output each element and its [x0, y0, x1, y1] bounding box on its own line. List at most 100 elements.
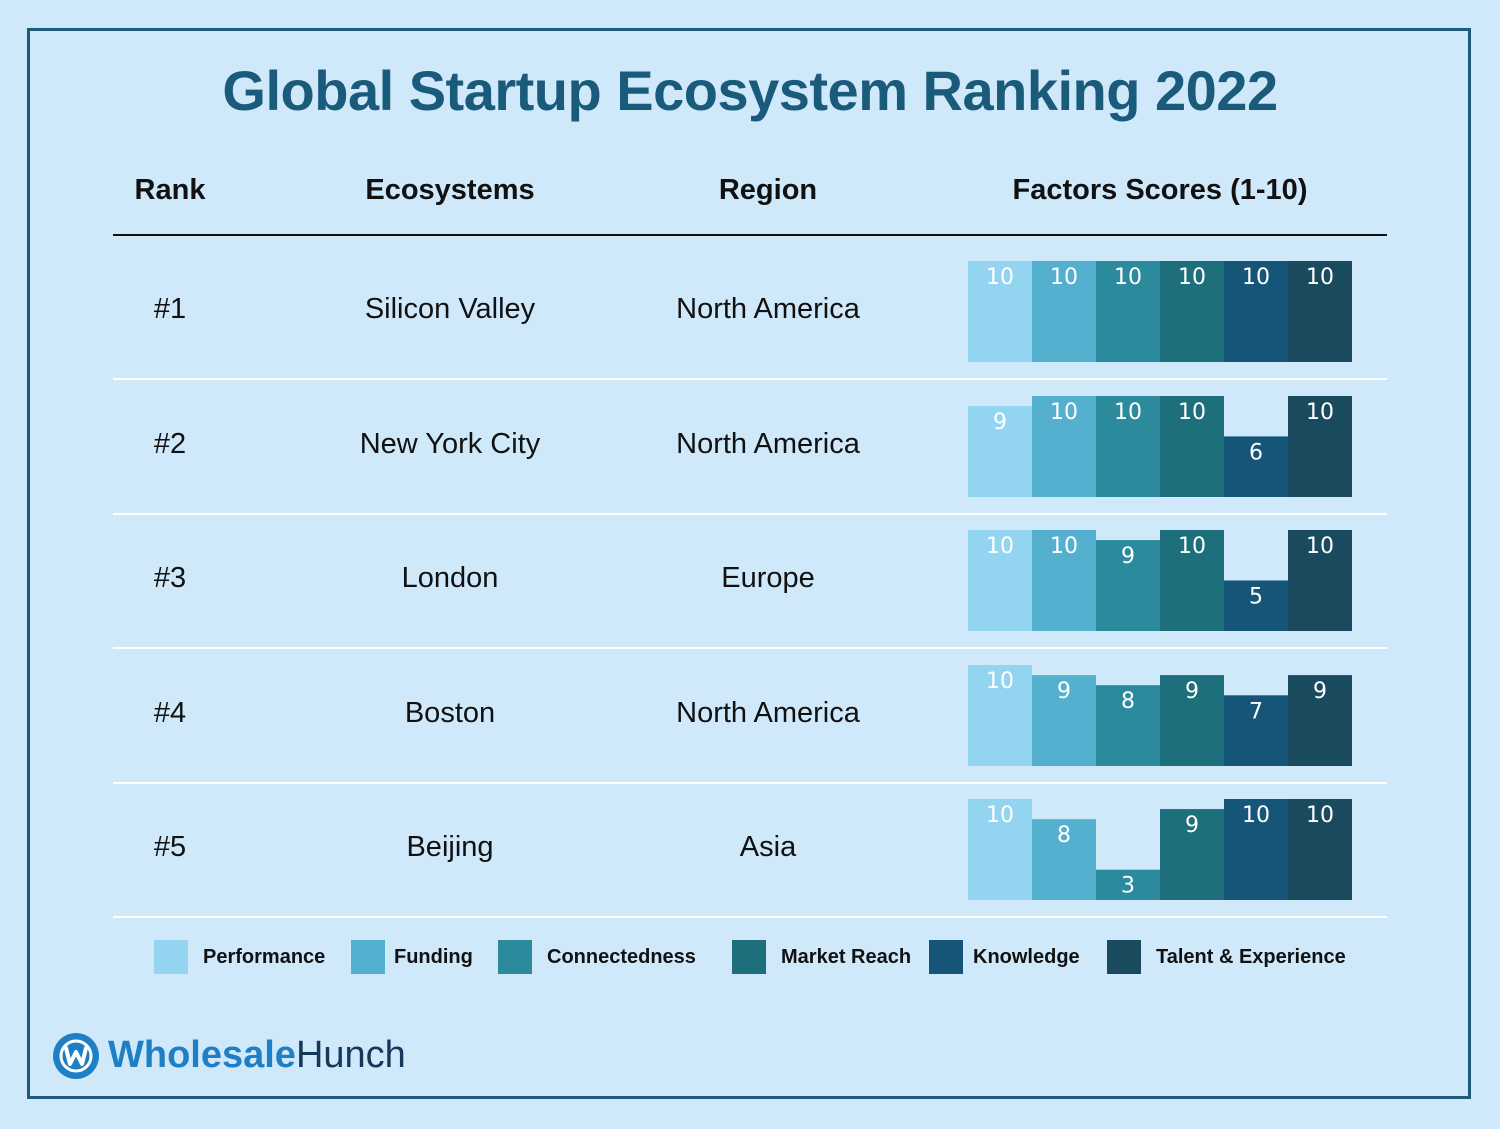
wholesalehunch-logo-icon	[53, 1033, 99, 1079]
region-cell: Europe	[721, 562, 815, 594]
row-divider	[113, 513, 1387, 515]
bar	[968, 530, 1032, 631]
brand-logo: WholesaleHunch	[52, 1032, 406, 1082]
bar	[1288, 396, 1352, 497]
bar-value-label: 3	[1121, 874, 1135, 899]
rank-cell: #2	[153, 428, 187, 460]
chart-title: Global Startup Ecosystem Ranking 2022	[222, 59, 1278, 122]
bar-value-label: 9	[1185, 679, 1199, 704]
bar-value-label: 10	[1050, 534, 1078, 559]
bar	[1096, 685, 1160, 766]
region-cell: North America	[676, 697, 860, 729]
outer-frame	[27, 28, 1471, 1099]
bar	[1160, 809, 1224, 900]
bar	[1224, 261, 1288, 362]
bar-value-label: 10	[1306, 803, 1334, 828]
bar	[1032, 261, 1096, 362]
bar-value-label: 9	[1313, 679, 1327, 704]
bar	[1096, 540, 1160, 631]
bar	[1160, 396, 1224, 497]
legend-swatch	[1107, 940, 1141, 974]
legend-label: Performance	[203, 946, 326, 968]
bar-value-label: 8	[1121, 689, 1135, 714]
bar	[1160, 530, 1224, 631]
ecosystem-cell: Boston	[404, 697, 496, 729]
legend-swatch	[929, 940, 963, 974]
bar-value-label: 10	[1050, 265, 1078, 290]
header-divider	[113, 234, 1387, 236]
bar-value-label: 10	[1242, 265, 1270, 290]
region-cell: Asia	[739, 831, 797, 863]
brand-word-2: Hunch	[295, 1034, 406, 1076]
bar	[1288, 675, 1352, 766]
bar-value-label: 10	[986, 534, 1014, 559]
bar	[1096, 869, 1160, 900]
bar	[1288, 799, 1352, 900]
bar	[1096, 396, 1160, 497]
bar-value-label: 6	[1249, 440, 1263, 465]
bar	[1032, 819, 1096, 900]
legend-swatch	[732, 940, 766, 974]
rank-cell: #1	[153, 293, 187, 325]
bar	[1032, 396, 1096, 497]
region-cell: North America	[676, 428, 860, 460]
bar-value-label: 10	[1306, 400, 1334, 425]
bar-value-label: 10	[1178, 265, 1206, 290]
bar	[968, 799, 1032, 900]
legend-swatch	[351, 940, 385, 974]
ecosystem-cell: New York City	[359, 428, 541, 460]
bar	[1224, 580, 1288, 631]
legend-swatch	[154, 940, 188, 974]
header-scores: Factors Scores (1-10)	[1012, 174, 1308, 206]
bar-value-label: 7	[1249, 699, 1263, 724]
bar	[1160, 261, 1224, 362]
bar	[1032, 530, 1096, 631]
bar-value-label: 5	[1249, 585, 1263, 610]
bar-value-label: 9	[993, 410, 1007, 435]
ecosystem-cell: Beijing	[406, 831, 494, 863]
row-divider	[113, 782, 1387, 784]
bar	[1224, 799, 1288, 900]
legend-label: Funding	[394, 946, 473, 968]
bar-value-label: 10	[1178, 400, 1206, 425]
bar-value-label: 10	[986, 669, 1014, 694]
bar	[1224, 436, 1288, 497]
bar-value-label: 10	[986, 265, 1014, 290]
bar	[968, 406, 1032, 497]
brand-word-1: Wholesale	[108, 1034, 296, 1076]
rank-cell: #5	[153, 831, 187, 863]
bar	[1096, 261, 1160, 362]
header-ecosystems: Ecosystems	[365, 174, 535, 206]
legend-label: Market Reach	[781, 946, 912, 968]
legend-swatch	[498, 940, 532, 974]
row-divider	[113, 378, 1387, 380]
legend-label: Talent & Experience	[1156, 946, 1346, 968]
row-divider	[113, 916, 1387, 918]
ecosystem-cell: London	[401, 562, 499, 594]
bar	[1224, 695, 1288, 766]
bar-value-label: 8	[1057, 823, 1071, 848]
ecosystem-cell: Silicon Valley	[364, 293, 536, 325]
bar-value-label: 10	[1114, 265, 1142, 290]
region-cell: North America	[676, 293, 860, 325]
bar-value-label: 10	[1242, 803, 1270, 828]
bar	[1288, 261, 1352, 362]
bar-value-label: 9	[1121, 544, 1135, 569]
header-rank: Rank	[134, 174, 206, 206]
bar	[1032, 675, 1096, 766]
bar	[968, 261, 1032, 362]
brand-wordmark: WholesaleHunch	[108, 1034, 406, 1077]
bar-value-label: 10	[1306, 534, 1334, 559]
bar-value-label: 10	[1114, 400, 1142, 425]
header-region: Region	[718, 174, 818, 206]
bar-value-label: 10	[986, 803, 1014, 828]
bar-value-label: 10	[1050, 400, 1078, 425]
legend-label: Knowledge	[973, 946, 1080, 968]
bar	[1160, 675, 1224, 766]
bar-value-label: 10	[1178, 534, 1206, 559]
bar-value-label: 9	[1185, 813, 1199, 838]
rank-cell: #3	[153, 562, 187, 594]
bar	[1288, 530, 1352, 631]
bar-value-label: 10	[1306, 265, 1334, 290]
